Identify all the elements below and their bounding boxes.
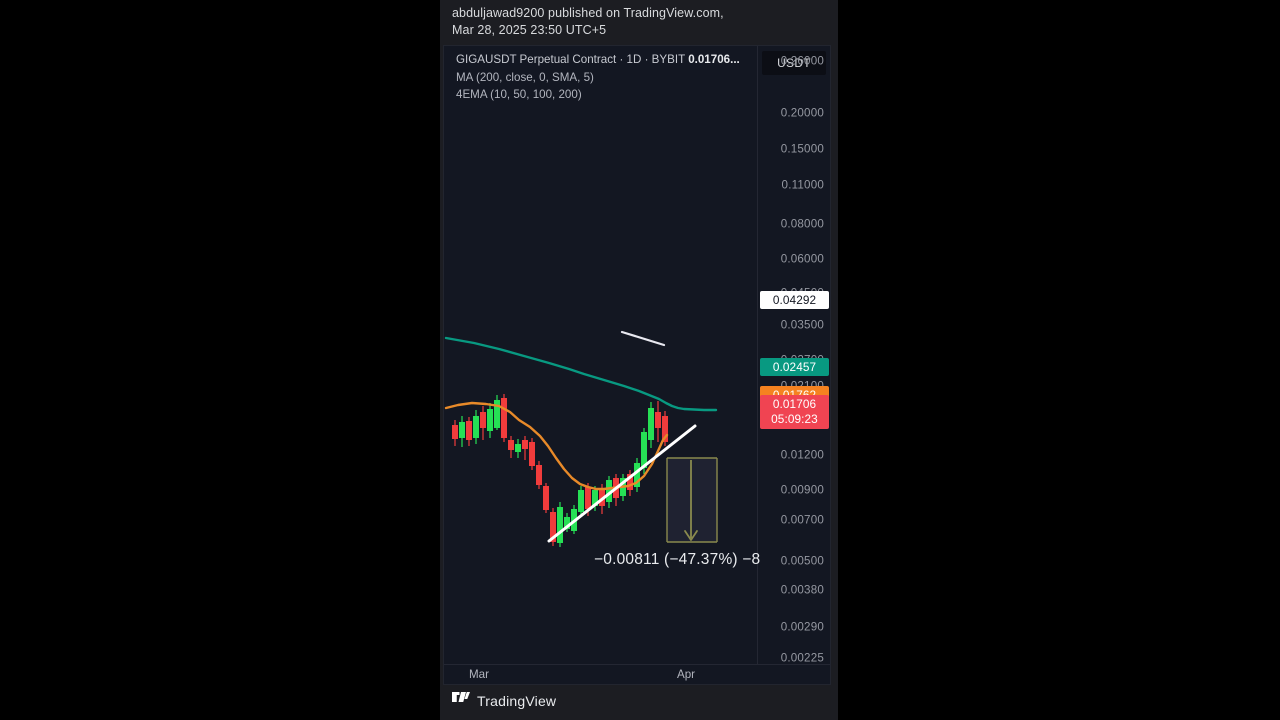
- chart-panel[interactable]: GIGAUSDT Perpetual Contract · 1D · BYBIT…: [443, 45, 831, 685]
- price-tag-last[interactable]: 0.01706 05:09:23: [760, 395, 829, 429]
- legend-ema-row[interactable]: 4EMA (10, 50, 100, 200): [456, 88, 582, 101]
- candle: [508, 436, 514, 458]
- publisher-credit: abduljawad9200 published on TradingView.…: [452, 5, 822, 39]
- candle: [536, 461, 542, 489]
- price-axis-tick: 0.20000: [780, 106, 824, 120]
- candle: [627, 470, 633, 496]
- candle: [501, 394, 507, 442]
- price-axis-tick: 0.15000: [780, 142, 824, 156]
- ma200-line: [444, 336, 718, 412]
- candlestick-canvas: [444, 330, 718, 547]
- candle: [634, 458, 640, 492]
- legend-last-price: 0.01706...: [688, 53, 740, 66]
- time-scale[interactable]: Mar Apr: [444, 664, 830, 684]
- capture-strip: abduljawad9200 published on TradingView.…: [440, 0, 838, 720]
- candle: [487, 403, 493, 438]
- legend-symbol-row[interactable]: GIGAUSDT Perpetual Contract · 1D · BYBIT…: [456, 51, 740, 69]
- legend-ma-row[interactable]: MA (200, close, 0, SMA, 5): [456, 70, 594, 84]
- price-axis-tick: 0.03500: [780, 318, 824, 332]
- candle: [522, 436, 528, 460]
- price-axis-tick: 0.26000: [780, 54, 824, 68]
- price-axis-tick: 0.00500: [780, 554, 824, 568]
- bar-countdown: 05:09:23: [771, 412, 818, 426]
- price-scale[interactable]: USDT 0.26000 0.20000 0.15000 0.11000 0.08000…: [757, 46, 830, 665]
- currency-badge[interactable]: USDT: [762, 51, 826, 75]
- last-price-value: 0.01706: [772, 397, 817, 411]
- candle: [494, 395, 500, 430]
- chart-legend: GIGAUSDT Perpetual Contract · 1D · BYBIT…: [456, 51, 740, 104]
- candle: [480, 406, 486, 440]
- time-axis-tick: Apr: [676, 668, 696, 681]
- candle: [557, 502, 563, 547]
- candle: [543, 483, 549, 513]
- price-tag-ma200[interactable]: 0.02457: [760, 358, 829, 376]
- measurement-box[interactable]: [666, 457, 718, 543]
- price-axis-tick: 0.06000: [780, 252, 824, 266]
- price-axis-tick: 0.01200: [780, 448, 824, 462]
- price-axis-tick: 0.00700: [780, 513, 824, 527]
- price-axis-tick: 0.00290: [780, 620, 824, 634]
- time-axis-tick: Mar: [469, 668, 489, 681]
- credit-line-2: Mar 28, 2025 23:50 UTC+5: [452, 23, 607, 37]
- trendline-segment-top[interactable]: [620, 330, 666, 347]
- candle: [515, 439, 521, 458]
- legend-symbol: GIGAUSDT Perpetual Contract · 1D · BYBIT: [456, 53, 685, 66]
- ema-line: [444, 401, 669, 491]
- candle: [662, 411, 668, 446]
- price-axis-tick: 0.00225: [780, 651, 824, 665]
- candle: [592, 486, 598, 511]
- candle: [473, 410, 479, 444]
- candle: [655, 401, 661, 442]
- trendline-support-stroke[interactable]: [547, 424, 697, 543]
- candle: [564, 513, 570, 532]
- candle: [529, 438, 535, 470]
- price-axis-tick: 0.08000: [780, 217, 824, 231]
- tradingview-footer: TradingView: [443, 690, 556, 712]
- tradingview-logo-icon: [452, 692, 470, 710]
- plot-area[interactable]: [444, 46, 759, 664]
- price-axis-tick: 0.00380: [780, 583, 824, 597]
- candle: [578, 486, 584, 516]
- candle-series: [452, 394, 668, 547]
- credit-line-1: abduljawad9200 published on TradingView.…: [452, 6, 724, 20]
- candle: [466, 417, 472, 446]
- measurement-readout: −0.00811 (−47.37%) −8: [594, 551, 761, 568]
- candle: [648, 402, 654, 448]
- tradingview-brand-label: TradingView: [477, 693, 557, 709]
- price-tag-crosshair[interactable]: 0.04292: [760, 291, 829, 309]
- price-axis-tick: 0.00900: [780, 483, 824, 497]
- candle: [452, 420, 458, 446]
- candle: [459, 416, 465, 447]
- price-axis-tick: 0.11000: [781, 178, 824, 192]
